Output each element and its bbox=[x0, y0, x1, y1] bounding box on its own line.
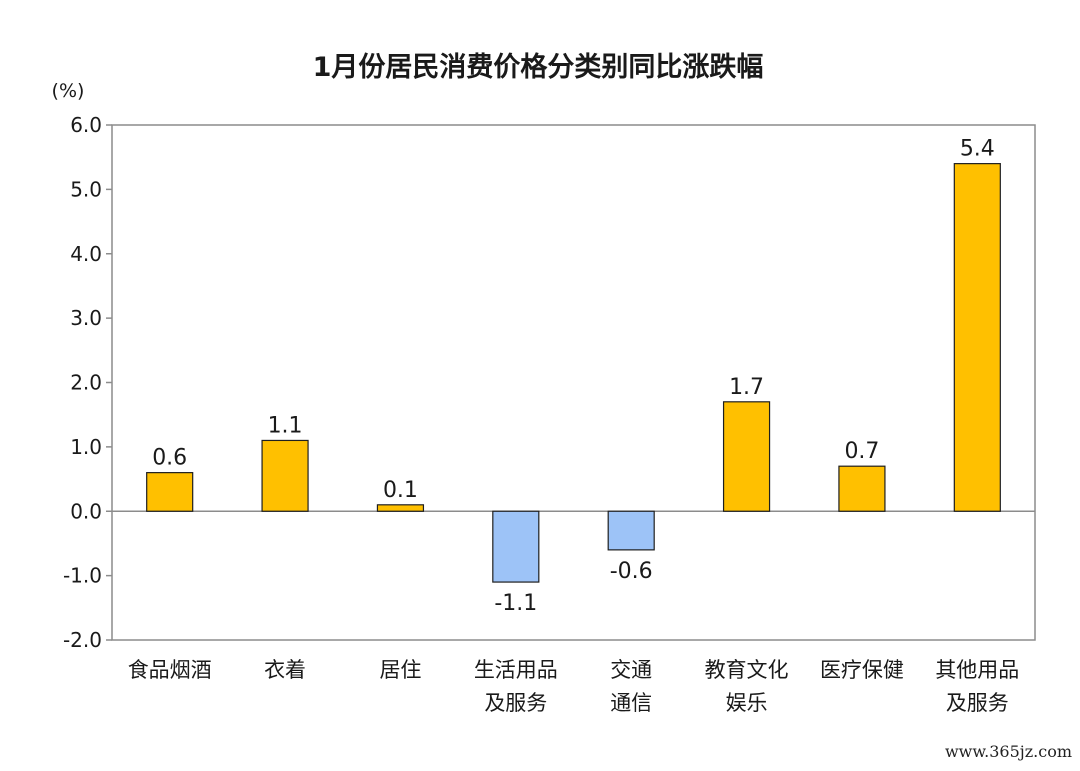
y-tick-label: 5.0 bbox=[70, 177, 102, 201]
y-tick-label: -1.0 bbox=[63, 564, 102, 588]
bar-value-label: 0.7 bbox=[844, 439, 879, 464]
bar-6 bbox=[722, 401, 771, 512]
bar-value-label: -0.6 bbox=[610, 559, 653, 584]
bar-5 bbox=[607, 510, 655, 551]
x-category-label: 及服务 bbox=[484, 691, 547, 715]
bar-value-label: -1.1 bbox=[494, 591, 537, 616]
bar-3 bbox=[376, 504, 425, 512]
x-category-label: 食品烟酒 bbox=[128, 658, 212, 682]
x-category-label: 娱乐 bbox=[726, 691, 768, 715]
x-category-label: 通信 bbox=[610, 691, 652, 715]
plot-area: 6.0 5.0 4.0 3.0 2.0 1.0 0.0 -1.0 -2.0 0.6 食品烟酒 1.1 衣… bbox=[63, 113, 1036, 715]
bar-7 bbox=[838, 465, 886, 512]
bar-value-label: 5.4 bbox=[960, 137, 995, 162]
x-category-label: 衣着 bbox=[264, 658, 306, 682]
plot-frame bbox=[111, 124, 1036, 641]
x-category-label: 生活用品 bbox=[474, 658, 558, 682]
bar-4 bbox=[492, 510, 540, 583]
y-tick-label: 4.0 bbox=[70, 242, 102, 266]
x-category-label: 居住 bbox=[379, 658, 421, 682]
x-category-label: 其他用品 bbox=[935, 658, 1019, 682]
y-tick-label: 6.0 bbox=[70, 113, 102, 137]
bar-2 bbox=[261, 439, 309, 512]
y-tick-label: 3.0 bbox=[70, 306, 102, 330]
y-tick-label: -2.0 bbox=[63, 628, 102, 652]
bar-value-label: 1.1 bbox=[268, 413, 303, 438]
bar-value-label: 1.7 bbox=[729, 375, 764, 400]
x-category-label: 及服务 bbox=[946, 691, 1009, 715]
y-tick-label: 2.0 bbox=[70, 371, 102, 395]
bar-value-label: 0.1 bbox=[383, 478, 418, 503]
y-axis-unit-label: (%) bbox=[52, 80, 85, 102]
bar-value-label: 0.6 bbox=[152, 446, 187, 471]
y-tick-label: 1.0 bbox=[70, 435, 102, 459]
watermark-text: www.365jz.com bbox=[944, 742, 1072, 761]
bar-1 bbox=[146, 472, 194, 512]
chart-title: 1月份居民消费价格分类别同比涨跌幅 bbox=[313, 52, 764, 83]
x-category-label: 教育文化 bbox=[705, 658, 789, 682]
x-category-label: 医疗保健 bbox=[820, 658, 904, 682]
y-tick-label: 0.0 bbox=[70, 499, 102, 523]
bar-8 bbox=[953, 163, 1001, 512]
x-category-label: 交通 bbox=[610, 658, 652, 682]
